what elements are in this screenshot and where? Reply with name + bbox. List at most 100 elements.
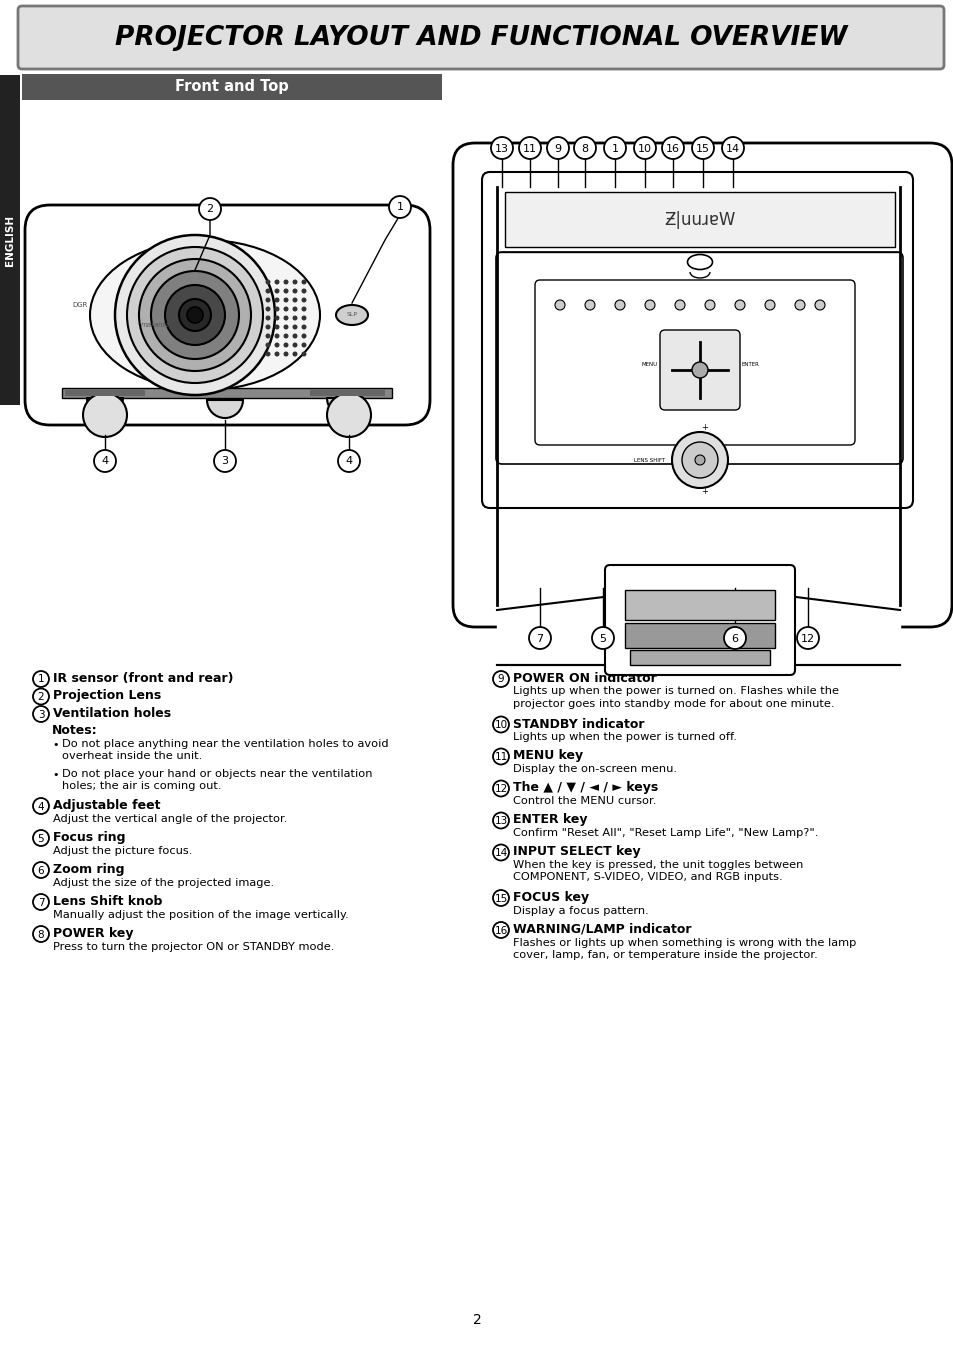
Text: 8: 8	[38, 929, 44, 939]
Circle shape	[265, 307, 271, 312]
Wedge shape	[87, 399, 123, 416]
Circle shape	[283, 343, 288, 347]
Circle shape	[265, 343, 271, 347]
Circle shape	[764, 300, 774, 309]
Text: ENTER: ENTER	[740, 362, 759, 367]
Text: SLP: SLP	[346, 312, 357, 317]
Text: 1: 1	[611, 143, 618, 154]
FancyBboxPatch shape	[62, 388, 392, 399]
Circle shape	[794, 300, 804, 309]
Circle shape	[293, 351, 297, 357]
Ellipse shape	[687, 254, 712, 269]
Text: 10: 10	[638, 143, 651, 154]
Text: Adjustable feet: Adjustable feet	[53, 798, 160, 812]
Circle shape	[301, 297, 306, 303]
Circle shape	[337, 450, 359, 471]
Circle shape	[301, 316, 306, 320]
Text: Press to turn the projector ON or STANDBY mode.: Press to turn the projector ON or STANDB…	[53, 942, 334, 951]
Text: Notes:: Notes:	[52, 724, 97, 738]
Circle shape	[127, 247, 263, 382]
Circle shape	[33, 707, 49, 721]
Text: ENTER key: ENTER key	[513, 813, 587, 827]
FancyBboxPatch shape	[65, 390, 145, 396]
Circle shape	[293, 334, 297, 339]
Text: Adjust the vertical angle of the projector.: Adjust the vertical angle of the project…	[53, 813, 287, 824]
Circle shape	[691, 362, 707, 378]
Ellipse shape	[90, 240, 319, 390]
Circle shape	[493, 844, 509, 861]
Circle shape	[33, 862, 49, 878]
Text: POWER key: POWER key	[53, 927, 133, 940]
Circle shape	[139, 259, 251, 372]
Circle shape	[293, 280, 297, 285]
FancyBboxPatch shape	[18, 5, 943, 69]
Text: marantz: marantz	[140, 322, 170, 328]
FancyBboxPatch shape	[535, 280, 854, 444]
Circle shape	[389, 196, 411, 218]
Circle shape	[213, 450, 235, 471]
Text: When the key is pressed, the unit toggles between
COMPONENT, S-VIDEO, VIDEO, and: When the key is pressed, the unit toggle…	[513, 861, 802, 882]
Text: 15: 15	[494, 893, 507, 904]
Circle shape	[695, 455, 704, 465]
Circle shape	[293, 307, 297, 312]
Circle shape	[592, 627, 614, 648]
FancyBboxPatch shape	[659, 330, 740, 409]
Circle shape	[274, 307, 279, 312]
Text: 12: 12	[801, 634, 814, 643]
Circle shape	[301, 307, 306, 312]
Text: 15: 15	[696, 143, 709, 154]
Circle shape	[681, 442, 718, 478]
FancyBboxPatch shape	[504, 192, 894, 247]
Circle shape	[265, 316, 271, 320]
Text: IR sensor (front and rear): IR sensor (front and rear)	[53, 671, 233, 685]
Circle shape	[555, 300, 564, 309]
Circle shape	[814, 300, 824, 309]
Text: 5: 5	[598, 634, 606, 643]
Circle shape	[721, 136, 743, 159]
Circle shape	[283, 289, 288, 293]
Text: WARNING/LAMP indicator: WARNING/LAMP indicator	[513, 923, 691, 936]
Circle shape	[265, 351, 271, 357]
Text: Adjust the size of the projected image.: Adjust the size of the projected image.	[53, 878, 274, 888]
Circle shape	[671, 432, 727, 488]
Circle shape	[301, 280, 306, 285]
Circle shape	[493, 890, 509, 907]
Text: 5: 5	[38, 834, 44, 843]
Circle shape	[33, 671, 49, 688]
Circle shape	[301, 351, 306, 357]
Circle shape	[33, 689, 49, 704]
Text: 16: 16	[665, 143, 679, 154]
Text: LENS SHIFT: LENS SHIFT	[633, 458, 664, 462]
Circle shape	[293, 289, 297, 293]
Text: Display a focus pattern.: Display a focus pattern.	[513, 905, 648, 916]
Text: 9: 9	[497, 674, 504, 685]
Circle shape	[691, 136, 713, 159]
Circle shape	[796, 627, 818, 648]
Text: Display the on-screen menu.: Display the on-screen menu.	[513, 765, 677, 774]
Circle shape	[301, 334, 306, 339]
Text: Flashes or lights up when something is wrong with the lamp
cover, lamp, fan, or : Flashes or lights up when something is w…	[513, 938, 856, 961]
Text: +: +	[700, 423, 708, 432]
FancyBboxPatch shape	[22, 74, 441, 100]
Text: 16: 16	[494, 925, 507, 935]
Circle shape	[199, 199, 221, 220]
Circle shape	[734, 300, 744, 309]
Text: 7: 7	[536, 634, 543, 643]
Text: 3: 3	[38, 709, 44, 720]
Circle shape	[115, 235, 274, 394]
Text: MENU: MENU	[641, 362, 658, 367]
Text: Projection Lens: Projection Lens	[53, 689, 161, 703]
Circle shape	[301, 289, 306, 293]
Circle shape	[274, 334, 279, 339]
Text: PROJECTOR LAYOUT AND FUNCTIONAL OVERVIEW: PROJECTOR LAYOUT AND FUNCTIONAL OVERVIEW	[114, 26, 846, 51]
Text: MENU key: MENU key	[513, 750, 582, 762]
Circle shape	[265, 324, 271, 330]
Text: Front and Top: Front and Top	[175, 80, 289, 95]
Circle shape	[584, 300, 595, 309]
Text: 13: 13	[494, 816, 507, 825]
Circle shape	[644, 300, 655, 309]
Circle shape	[274, 316, 279, 320]
Circle shape	[33, 830, 49, 846]
Text: Ƶ|uuɹɐW: Ƶ|uuɹɐW	[663, 211, 735, 230]
Circle shape	[83, 393, 127, 436]
